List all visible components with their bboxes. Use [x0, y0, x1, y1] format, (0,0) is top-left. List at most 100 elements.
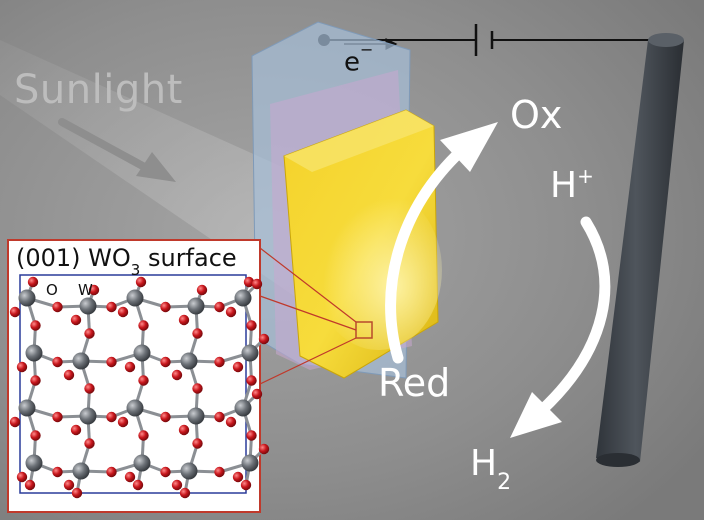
oxygen-atom — [225, 306, 237, 318]
oxygen-atom-label: O — [46, 281, 58, 299]
oxygen-atom — [52, 356, 63, 368]
oxygen-atom — [16, 471, 28, 483]
oxygen-atom — [106, 411, 117, 423]
oxygen-atom — [52, 411, 63, 423]
hydrogen-label: H2 — [470, 443, 512, 496]
tungsten-atom — [234, 399, 252, 417]
oxygen-atom — [192, 438, 203, 449]
wo3-lattice — [9, 276, 270, 499]
oxygen-atom — [258, 333, 270, 345]
tungsten-atom — [25, 454, 43, 472]
oxygen-atom — [138, 320, 149, 331]
oxygen-atom — [179, 487, 191, 499]
oxygen-atom — [9, 416, 21, 428]
tungsten-atom — [180, 462, 198, 480]
oxygen-atom — [214, 301, 225, 313]
oxygen-atom — [132, 479, 144, 491]
reduction-arrow-head — [510, 392, 562, 438]
tungsten-atom — [72, 352, 90, 370]
oxygen-atom — [258, 443, 270, 455]
oxygen-atom — [70, 314, 82, 326]
oxygen-atom — [16, 361, 28, 373]
tungsten-atom — [79, 297, 97, 315]
oxygen-atom — [135, 276, 147, 288]
oxidation-arrow-shaft — [385, 144, 468, 364]
oxygen-atom — [138, 430, 149, 441]
wo3-surface-inset — [7, 239, 270, 513]
tungsten-atom — [18, 289, 36, 307]
oxygen-atom — [171, 479, 183, 491]
ox-label: Ox — [510, 93, 563, 137]
sunlight-arrow-shaft — [58, 118, 154, 174]
oxygen-atom — [52, 466, 63, 478]
tungsten-atom — [187, 297, 205, 315]
oxygen-atom — [84, 328, 95, 339]
tungsten-atom — [79, 407, 97, 425]
oxidation-arrow-head — [440, 122, 498, 172]
oxygen-atom — [178, 424, 190, 436]
oxygen-atom — [84, 383, 95, 394]
oxygen-atom — [192, 383, 203, 394]
tungsten-atom — [72, 462, 90, 480]
oxygen-atom — [178, 314, 190, 326]
tungsten-atom — [133, 454, 151, 472]
oxygen-atom — [240, 479, 252, 491]
oxygen-atom — [63, 369, 75, 381]
oxygen-atom — [30, 320, 41, 331]
tungsten-atom — [25, 344, 43, 362]
oxygen-atom — [24, 479, 36, 491]
illumination-glow — [314, 190, 442, 350]
oxygen-atom — [88, 284, 100, 296]
oxygen-atom — [243, 276, 255, 288]
oxygen-atom — [160, 466, 171, 478]
sunlight-arrow-head — [136, 152, 176, 182]
oxygen-atom — [232, 471, 244, 483]
tungsten-atom — [234, 289, 252, 307]
zoom-line-mid — [259, 295, 357, 331]
oxygen-atom — [84, 438, 95, 449]
oxygen-atom — [30, 430, 41, 441]
red-label: Red — [378, 361, 451, 405]
tungsten-atom — [180, 352, 198, 370]
oxygen-atom — [124, 361, 136, 373]
oxygen-atom — [106, 356, 117, 368]
oxygen-atom — [214, 356, 225, 368]
oxygen-atom — [63, 479, 75, 491]
oxygen-atom — [214, 411, 225, 423]
oxygen-atom — [214, 466, 225, 478]
sunlight-label: Sunlight — [14, 67, 183, 113]
oxygen-atom — [160, 301, 171, 313]
oxygen-atom — [246, 375, 257, 386]
process-arrows — [385, 122, 611, 438]
oxygen-atom — [117, 416, 129, 428]
oxygen-atom — [9, 306, 21, 318]
oxygen-atom — [251, 388, 263, 400]
tungsten-atom — [241, 454, 259, 472]
oxygen-atom — [196, 284, 208, 296]
tungsten-atom — [133, 344, 151, 362]
zoom-line-bottom — [259, 337, 357, 385]
oxygen-atom — [138, 375, 149, 386]
cathode-rod — [596, 33, 684, 467]
oxygen-atom — [27, 276, 39, 288]
tungsten-atom — [241, 344, 259, 362]
reduction-arrow-shaft — [536, 216, 611, 416]
oxygen-atom — [246, 430, 257, 441]
oxygen-atom — [246, 320, 257, 331]
inset-title: (001) WO3 surface — [16, 244, 237, 279]
proton-label: H+ — [550, 164, 594, 206]
oxygen-atom — [225, 416, 237, 428]
tungsten-atom-label: W — [78, 281, 93, 299]
oxygen-atom — [160, 356, 171, 368]
oxygen-atom — [52, 301, 63, 313]
oxygen-atom — [160, 411, 171, 423]
oxygen-atom — [171, 369, 183, 381]
tungsten-atom — [126, 399, 144, 417]
tungsten-atom — [187, 407, 205, 425]
tungsten-atom — [18, 399, 36, 417]
tungsten-atom — [126, 289, 144, 307]
oxygen-atom — [124, 471, 136, 483]
oxygen-atom — [232, 361, 244, 373]
oxygen-atom — [71, 487, 83, 499]
